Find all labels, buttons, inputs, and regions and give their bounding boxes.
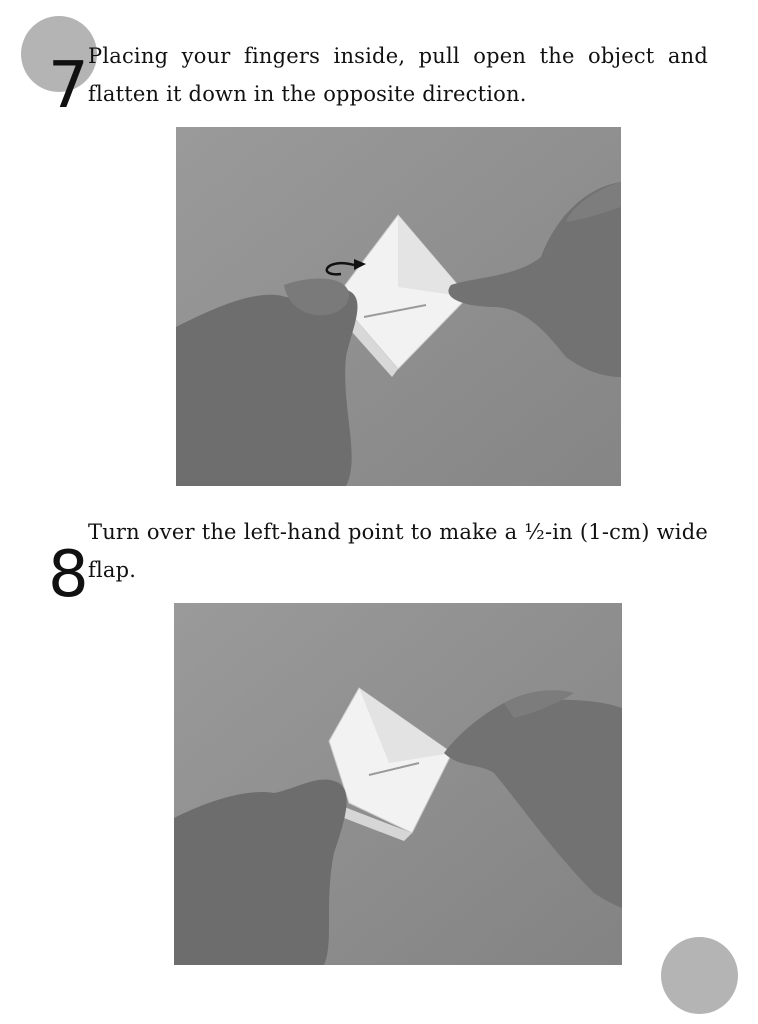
- next-page-button[interactable]: [661, 937, 738, 1014]
- step-number: 7: [48, 49, 89, 123]
- step-instruction: Placing your fingers inside, pull open t…: [88, 44, 708, 106]
- curved-arrow-icon: [325, 262, 355, 276]
- step-instruction: Turn over the left-hand point to make a …: [88, 520, 708, 582]
- step-photo: [176, 127, 621, 486]
- previous-page-button[interactable]: [21, 16, 97, 92]
- step-number: 8: [48, 538, 89, 612]
- step-photo: [174, 603, 622, 965]
